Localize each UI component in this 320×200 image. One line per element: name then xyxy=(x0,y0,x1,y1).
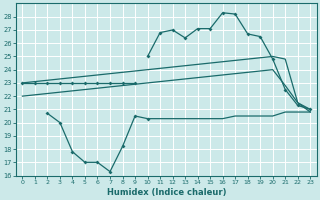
X-axis label: Humidex (Indice chaleur): Humidex (Indice chaleur) xyxy=(107,188,226,197)
